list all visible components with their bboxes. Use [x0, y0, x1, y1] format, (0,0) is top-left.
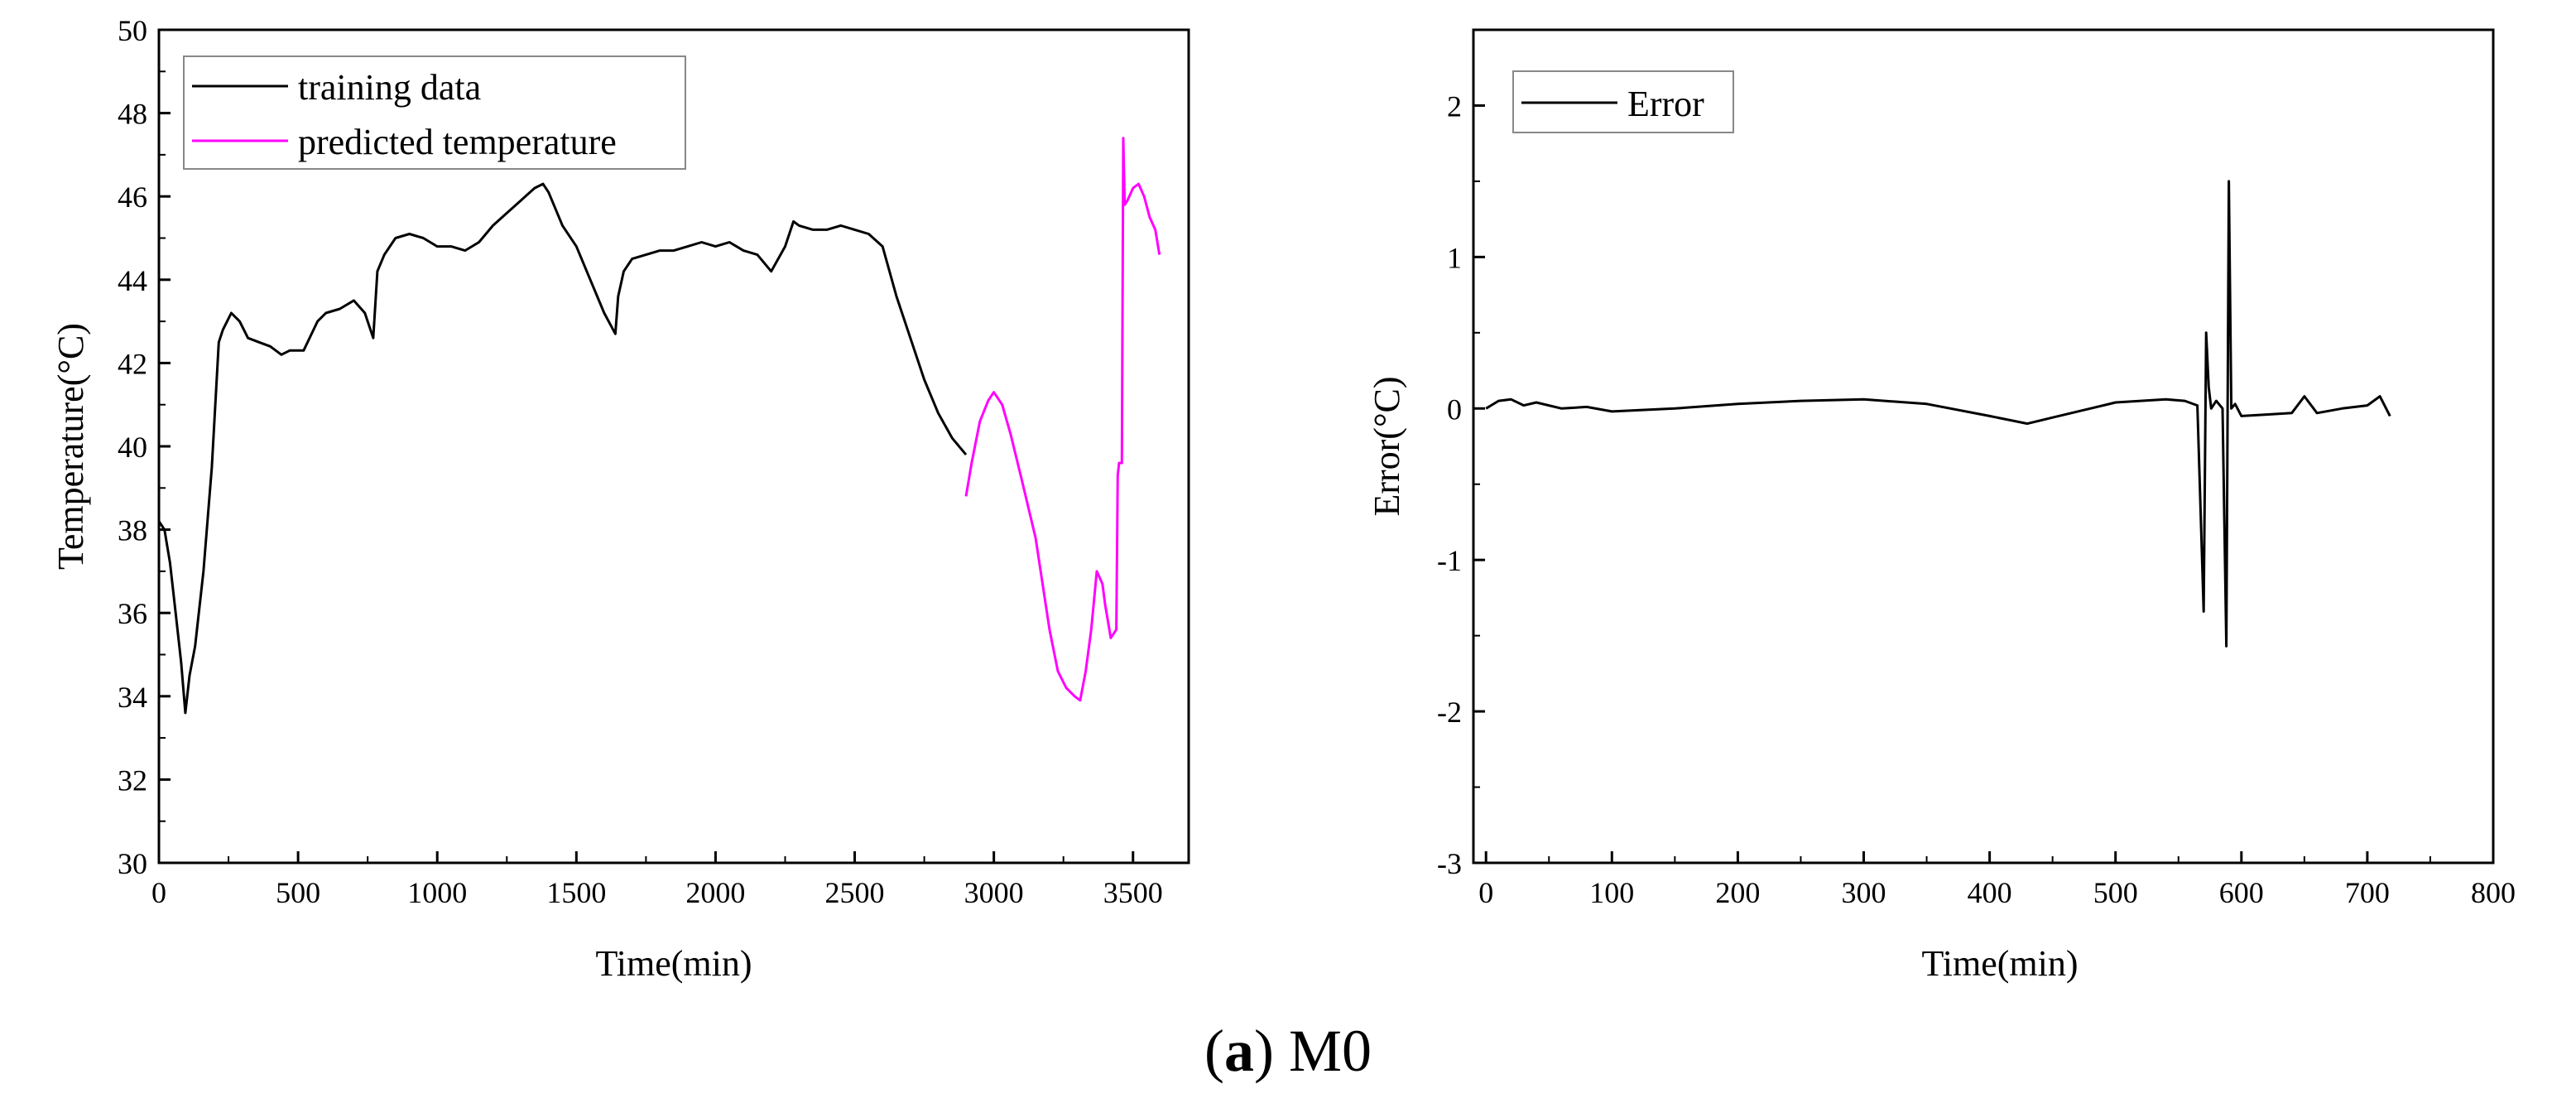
- y-tick-label: 0: [1447, 393, 1462, 426]
- y-tick-label: 40: [118, 431, 147, 464]
- x-tick-label: 700: [2345, 876, 2390, 909]
- y-tick-label: 30: [118, 847, 147, 880]
- y-tick-label: -3: [1437, 847, 1462, 880]
- error-chart: 0 100 200 300 400 500 600 700 800 -3 -2 -1 0 1 2 Time(…: [1367, 28, 2516, 984]
- x-tick-label: 400: [1968, 876, 2012, 909]
- x-tick-label: 500: [2093, 876, 2138, 909]
- x-tick-label: 200: [1715, 876, 1760, 909]
- legend: Error: [1512, 70, 1734, 133]
- y-tick-label: 32: [118, 763, 147, 797]
- legend-label-predicted: predicted temperature: [298, 122, 617, 162]
- series-line-training-data: [157, 182, 968, 715]
- y-tick-label: 2: [1447, 89, 1462, 123]
- y-tick-label: 38: [118, 514, 147, 547]
- legend: training data predicted temperature: [183, 55, 686, 170]
- x-tick-label: 2000: [685, 876, 745, 909]
- x-tick-label: 500: [276, 876, 320, 909]
- caption-label: a: [1223, 1018, 1254, 1084]
- x-axis-title: Time(min): [1921, 943, 2078, 984]
- y-tick-label: 48: [118, 98, 147, 131]
- y-tick-label: 42: [118, 347, 147, 380]
- y-tick-label: 44: [118, 264, 147, 297]
- figure-caption: (a) M0: [1204, 1018, 1372, 1084]
- legend-box: [183, 55, 686, 170]
- x-tick-label: 100: [1589, 876, 1634, 909]
- x-tick-label: 0: [151, 876, 166, 909]
- y-tick-label: 36: [118, 597, 147, 630]
- x-tick-label: 3000: [964, 876, 1024, 909]
- plot-frame: [1472, 28, 2495, 865]
- y-tick-label: -2: [1437, 696, 1462, 729]
- x-tick-label: 2500: [825, 876, 885, 909]
- x-tick-label: 300: [1842, 876, 1886, 909]
- x-tick-label: 1000: [407, 876, 467, 909]
- x-tick-label: 800: [2471, 876, 2516, 909]
- x-tick-label: 0: [1478, 876, 1493, 909]
- y-tick-label: 1: [1447, 241, 1462, 274]
- y-tick-label: 46: [118, 181, 147, 214]
- series-line-predicted-temperature: [964, 137, 1161, 702]
- temperature-chart: 0 500 1000 1500 2000 2500 3000 3500 30 32 34 36 38 40…: [50, 14, 1190, 984]
- legend-label-error: Error: [1627, 84, 1704, 124]
- y-tick-label: 50: [118, 14, 147, 47]
- x-tick-label: 600: [2219, 876, 2264, 909]
- y-axis-title: Temperature(°C): [50, 323, 91, 570]
- legend-label-training: training data: [298, 67, 481, 108]
- y-tick-label: 34: [118, 681, 147, 714]
- x-tick-label: 3500: [1103, 876, 1163, 909]
- y-tick-label: -1: [1437, 544, 1462, 577]
- x-tick-label: 1500: [546, 876, 606, 909]
- caption-text: M0: [1288, 1018, 1372, 1084]
- series-line-error: [1485, 180, 2391, 648]
- x-axis-title: Time(min): [595, 943, 752, 984]
- y-axis-title: Error(°C): [1367, 376, 1407, 516]
